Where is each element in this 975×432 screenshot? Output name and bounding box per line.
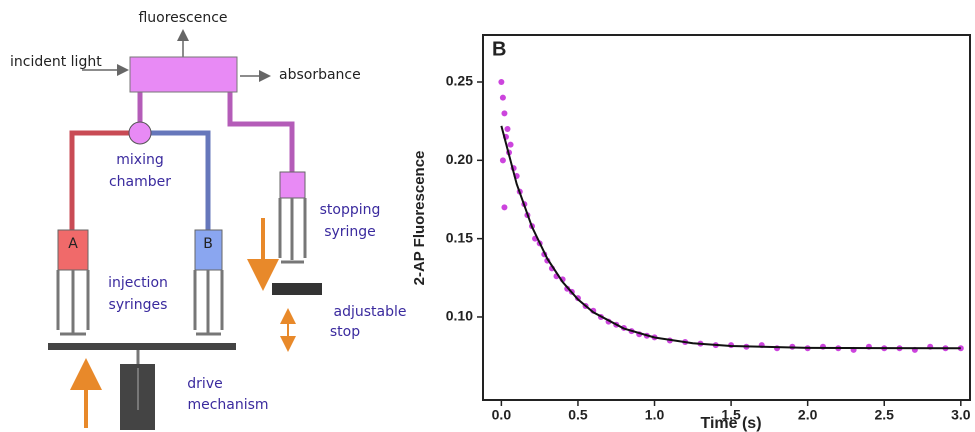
fit-line (500, 125, 961, 350)
x-tick-label: 1.5 (721, 407, 741, 423)
label: stop (330, 324, 360, 340)
label: fluorescence (138, 10, 227, 26)
label: mixing (116, 152, 163, 168)
tube (150, 130, 211, 232)
data-point (501, 110, 508, 117)
mixing-chamber (128, 121, 152, 145)
data-point (499, 157, 506, 164)
label: adjustable (334, 304, 407, 320)
y-axis-label: 2-AP Fluorescence (411, 151, 428, 286)
label: absorbance (279, 67, 361, 83)
data-point (498, 78, 505, 85)
label: syringe (324, 224, 376, 240)
y-tick-label: 0.15 (446, 229, 473, 245)
plunger (278, 198, 307, 264)
cuvette (129, 56, 238, 93)
x-tick-label: 1.0 (645, 407, 665, 423)
x-tick-label: 3.0 (951, 407, 971, 423)
plunger (193, 270, 224, 336)
label: mechanism (187, 397, 268, 413)
chart: B Time (s) 2-AP Fluorescence 0.0 0.5 1.0 1.… (411, 34, 971, 432)
stopping-syringe (279, 171, 306, 199)
x-tick-label: 2.0 (798, 407, 818, 423)
diagram: fluorescence incident light absorbance m… (10, 10, 406, 430)
plot-frame (482, 34, 971, 401)
tube (227, 92, 295, 172)
y-tick-label: 0.20 (446, 151, 473, 167)
label: incident light (10, 54, 102, 70)
label: syringes (109, 297, 168, 313)
chart-title: B (492, 38, 506, 60)
x-axis-label: Time (s) (700, 415, 761, 432)
data-point (499, 94, 506, 101)
plunger (56, 270, 90, 336)
y-tick-label: 0.10 (446, 308, 473, 324)
label: injection (108, 275, 168, 291)
x-tick-label: 2.5 (875, 407, 895, 423)
x-tick-label: 0.0 (492, 407, 512, 423)
label: chamber (109, 174, 171, 190)
data-point (504, 125, 511, 132)
label: A (68, 236, 78, 252)
data-point (501, 204, 508, 211)
label: B (203, 236, 213, 252)
syringe-b (194, 229, 223, 271)
label: drive (187, 376, 222, 392)
x-tick-label: 0.5 (568, 407, 588, 423)
tube (69, 130, 130, 232)
y-tick-label: 0.25 (446, 73, 473, 89)
label: stopping (320, 202, 381, 218)
data-point (507, 141, 514, 148)
drive-plate (48, 343, 236, 350)
adjustable-stop (272, 283, 322, 295)
